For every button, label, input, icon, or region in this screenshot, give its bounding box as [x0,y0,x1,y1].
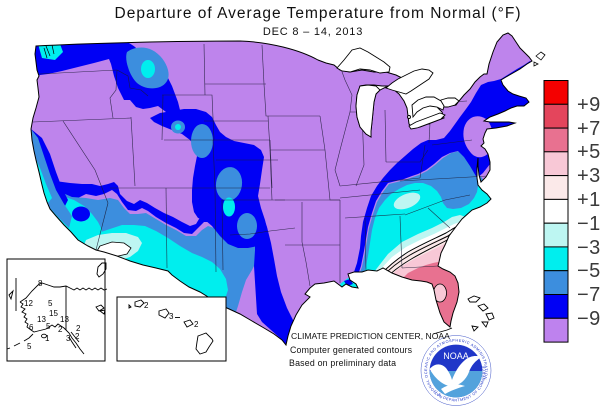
svg-text:13: 13 [37,315,46,324]
svg-text:5: 5 [48,299,53,308]
svg-text:DEC 8 – 14, 2013: DEC 8 – 14, 2013 [263,26,363,38]
svg-text:+9: +9 [577,94,601,116]
svg-text:2: 2 [76,324,81,333]
svg-text:Based on preliminary data: Based on preliminary data [289,358,396,368]
svg-text:6: 6 [29,323,34,332]
svg-text:3: 3 [169,312,174,321]
svg-text:Computer generated contours: Computer generated contours [290,345,413,355]
svg-text:−5: −5 [577,260,601,282]
svg-text:8: 8 [38,279,43,288]
svg-text:−3: −3 [577,237,601,259]
svg-text:+1: +1 [577,189,601,211]
svg-text:5: 5 [46,322,51,331]
svg-text:2: 2 [144,301,149,310]
svg-text:12: 12 [24,299,33,308]
svg-text:1: 1 [45,334,50,343]
svg-text:2: 2 [75,332,80,341]
svg-text:15: 15 [49,309,58,318]
svg-text:+3: +3 [577,165,601,187]
svg-text:NOAA: NOAA [443,351,469,361]
svg-text:+7: +7 [577,118,601,140]
svg-text:CLIMATE PREDICTION CENTER, NOA: CLIMATE PREDICTION CENTER, NOAA [291,331,450,341]
svg-text:2: 2 [58,325,63,334]
svg-text:13: 13 [60,315,69,324]
svg-text:3: 3 [66,334,71,343]
svg-text:5: 5 [27,342,32,351]
svg-text:+5: +5 [577,141,601,163]
svg-text:Departure of Average Temperatu: Departure of Average Temperature from No… [115,5,522,22]
svg-text:−7: −7 [577,284,601,306]
svg-text:2: 2 [194,320,199,329]
svg-text:−1: −1 [577,213,601,235]
svg-text:−9: −9 [577,308,601,330]
